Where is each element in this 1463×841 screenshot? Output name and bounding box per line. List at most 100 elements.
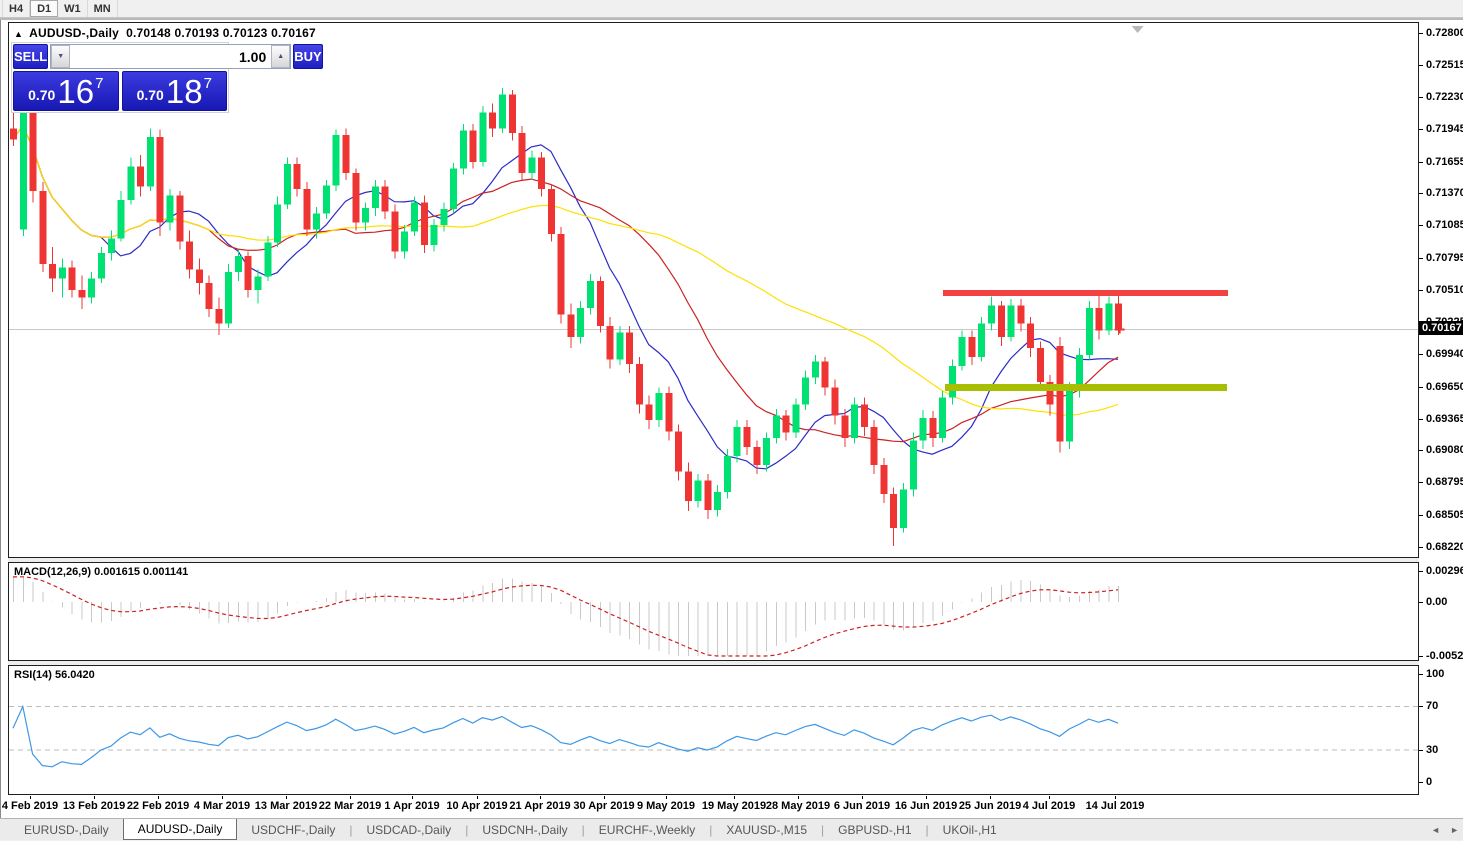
tab-audusd-daily[interactable]: AUDUSD-,Daily — [122, 819, 238, 840]
candle-body — [215, 308, 223, 324]
candle-body — [577, 307, 585, 338]
price-axis-label: 0.71370 — [1426, 187, 1463, 200]
timeframe-mn-button[interactable]: MN — [88, 0, 118, 17]
candle-body — [186, 241, 194, 270]
volume-increase-icon[interactable]: ▲ — [271, 45, 291, 68]
buy-price-sup: 7 — [203, 75, 212, 92]
price-axis-label: 0.70510 — [1426, 284, 1463, 296]
candle-body — [381, 186, 389, 212]
rsi-axis-label: 0 — [1426, 776, 1433, 789]
macd-pane: MACD(12,26,9) 0.001615 0.001141 — [8, 562, 1419, 661]
candle-body — [694, 480, 702, 501]
buy-button[interactable]: BUY — [293, 44, 323, 69]
axis-tick — [1419, 749, 1423, 751]
candle-body — [870, 426, 878, 465]
candle-body — [166, 195, 174, 223]
x-axis-label: 25 Jun 2019 — [958, 800, 1022, 812]
axis-tick — [1419, 96, 1423, 98]
resistance-line[interactable] — [943, 290, 1228, 296]
candle-body — [450, 168, 458, 210]
candle-body — [107, 238, 115, 253]
candle-body — [176, 195, 184, 242]
support-line[interactable] — [945, 384, 1227, 391]
candle-body — [362, 207, 370, 223]
axis-tick — [1419, 33, 1423, 34]
tab-eurusd-daily[interactable]: EURUSD-,Daily — [24, 822, 109, 837]
candle-body — [469, 130, 477, 162]
candle-body — [508, 94, 516, 133]
tab-eurchf-weekly[interactable]: EURCHF-,Weekly — [598, 822, 696, 837]
macd-axis-label: 0.002962 — [1426, 565, 1463, 578]
candle-body — [1085, 307, 1093, 355]
rsi-axis-label: 100 — [1426, 668, 1445, 680]
tab-xauusd-m15[interactable]: XAUUSD-,M15 — [726, 822, 808, 837]
candle-body — [410, 202, 418, 232]
rsi-axis-label: 70 — [1426, 700, 1439, 713]
candle-body — [49, 264, 57, 279]
x-axis-label: 13 Mar 2019 — [254, 800, 318, 812]
price-axis-label: 0.68220 — [1426, 541, 1463, 553]
timeframe-h4-button[interactable]: H4 — [2, 0, 31, 17]
tab-scroll-left-icon[interactable]: ◄ — [1431, 825, 1441, 835]
x-axis-label: 30 Apr 2019 — [573, 800, 635, 812]
candle-body — [98, 252, 106, 279]
tab-scroll-right-icon[interactable]: ► — [1450, 825, 1459, 835]
current-price-badge: 0.70167 — [1419, 321, 1463, 336]
sell-quote-button[interactable]: 0.70 16 7 — [13, 71, 119, 111]
macd-values: 0.001615 0.001141 — [94, 566, 189, 578]
tab-separator: | — [581, 822, 585, 837]
tab-usdchf-daily[interactable]: USDCHF-,Daily — [251, 822, 336, 837]
candle-body — [792, 404, 800, 433]
axis-tick — [1419, 602, 1423, 603]
candlestick-chart[interactable] — [9, 23, 1418, 557]
candle-body — [557, 233, 565, 315]
candle-body — [489, 112, 497, 129]
candle-body — [234, 256, 242, 272]
candle-body — [205, 283, 213, 309]
macd-name: MACD(12,26,9) — [14, 566, 92, 578]
volume-input[interactable] — [70, 45, 272, 68]
chart-title: ▲ AUDUSD-,Daily 0.70148 0.70193 0.70123 0… — [14, 26, 316, 40]
pane-divider[interactable] — [8, 558, 1419, 562]
price-axis-label: 0.70795 — [1426, 252, 1463, 264]
candle-body — [1105, 303, 1113, 331]
candle-body — [244, 256, 252, 290]
volume-decrease-icon[interactable]: ▼ — [51, 45, 71, 68]
sell-button[interactable]: SELL — [13, 44, 49, 69]
candle-body — [606, 325, 614, 360]
chart-shift-marker-icon[interactable] — [1131, 26, 1144, 33]
price-axis-label: 0.72230 — [1426, 90, 1463, 103]
candle-body — [88, 278, 96, 298]
tab-usdcad-daily[interactable]: USDCAD-,Daily — [366, 822, 452, 837]
candle-body — [528, 157, 536, 174]
tab-usdcnh-daily[interactable]: USDCNH-,Daily — [482, 822, 568, 837]
macd-chart[interactable] — [9, 563, 1418, 660]
macd-signal-line — [12, 576, 1119, 657]
tab-ukoil-h1[interactable]: UKOil-,H1 — [942, 822, 997, 837]
price-axis: 0.70167 0.72800 0.72515 0.72230 0.71945 0.71… — [1419, 22, 1463, 796]
price-axis-label: 0.69080 — [1426, 444, 1463, 457]
x-axis-label: 22 Mar 2019 — [318, 800, 382, 812]
price-axis-label: 0.68505 — [1426, 509, 1463, 521]
axis-tick — [1419, 225, 1423, 227]
candle-body — [479, 112, 487, 162]
macd-axis-label: 0.00 — [1426, 596, 1448, 608]
x-axis-label: 14 Jul 2019 — [1085, 800, 1145, 812]
candle-body — [459, 130, 467, 169]
date-tick — [666, 796, 667, 799]
pane-divider[interactable] — [8, 661, 1419, 665]
candle-body — [978, 323, 986, 358]
rsi-chart[interactable] — [9, 666, 1418, 794]
candle-body — [538, 157, 546, 189]
candle-body — [195, 269, 203, 284]
axis-tick — [1419, 482, 1423, 484]
tab-separator: | — [925, 822, 929, 837]
timeframe-d1-button[interactable]: D1 — [30, 0, 59, 17]
timeframe-w1-button[interactable]: W1 — [58, 0, 88, 17]
axis-tick — [1419, 674, 1423, 675]
buy-price-prefix: 0.70 — [136, 87, 164, 103]
tab-gbpusd-h1[interactable]: GBPUSD-,H1 — [838, 822, 912, 837]
candle-body — [684, 471, 692, 501]
buy-quote-button[interactable]: 0.70 18 7 — [121, 71, 227, 111]
one-click-collapse-icon[interactable]: ▲ — [14, 29, 24, 39]
